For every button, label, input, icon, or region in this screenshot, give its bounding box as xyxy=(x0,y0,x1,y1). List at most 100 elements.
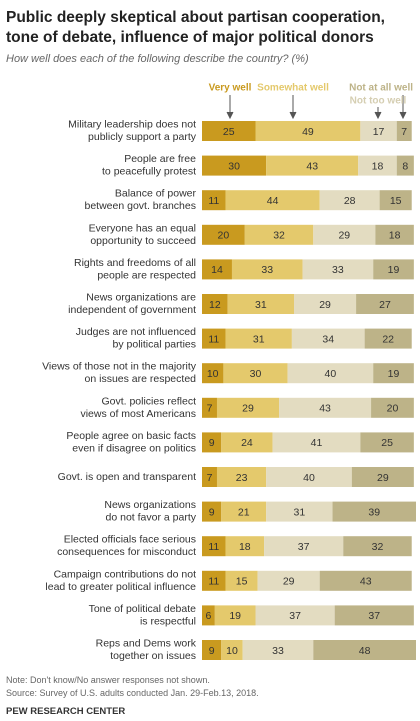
bar-segment xyxy=(202,467,217,487)
category-label: by political parties xyxy=(113,339,196,351)
value-label: 32 xyxy=(372,541,384,553)
bar-segment xyxy=(272,432,361,453)
bar-segment xyxy=(202,328,226,349)
value-label: 6 xyxy=(205,610,211,622)
bar-segment xyxy=(225,536,265,557)
category-label: on issues are respected xyxy=(85,373,197,385)
value-label: 33 xyxy=(261,264,273,276)
category-label: News organizations are xyxy=(86,292,196,304)
category-label: Tone of political debate xyxy=(89,603,197,615)
value-label: 39 xyxy=(368,506,380,518)
category-label: Rights and freedoms of all xyxy=(74,257,196,269)
value-label: 9 xyxy=(209,437,215,449)
legend-label: Somewhat well xyxy=(257,83,329,94)
value-label: 7 xyxy=(207,403,213,415)
value-label: 29 xyxy=(283,576,295,588)
bar-segment xyxy=(221,640,243,660)
bar-segment xyxy=(202,121,256,141)
bar-segment xyxy=(255,121,361,141)
value-label: 43 xyxy=(306,160,318,172)
bar-segment xyxy=(396,121,412,141)
bar-segment xyxy=(202,259,232,280)
bar-segment xyxy=(202,155,267,176)
note: Note: Don't know/No answer responses not… xyxy=(6,675,210,685)
value-label: 20 xyxy=(387,403,399,415)
value-label: 7 xyxy=(207,472,213,484)
value-label: 8 xyxy=(402,160,408,172)
category-label: Elected officials face serious xyxy=(64,534,196,546)
category-label: views of most Americans xyxy=(80,408,196,420)
value-label: 9 xyxy=(209,506,215,518)
bar-segment xyxy=(319,570,412,591)
value-label: 37 xyxy=(368,610,380,622)
bar-segment xyxy=(221,501,267,522)
bar-segment xyxy=(227,294,295,314)
bar-segment xyxy=(225,328,292,349)
category-label: Campaign contributions do not xyxy=(54,568,197,580)
bar-segment xyxy=(360,432,414,453)
bar-segment xyxy=(202,190,226,211)
category-label: People agree on basic facts xyxy=(66,430,196,442)
value-label: 27 xyxy=(379,299,391,311)
value-label: 31 xyxy=(294,506,306,518)
value-label: 48 xyxy=(359,645,371,657)
value-label: 32 xyxy=(273,230,285,242)
note: Source: Survey of U.S. adults conducted … xyxy=(6,688,259,698)
category-label: lead to greater political influence xyxy=(45,581,196,593)
bar-segment xyxy=(266,155,359,176)
category-label: publicly support a party xyxy=(88,131,197,143)
category-label: Reps and Dems work xyxy=(96,638,197,650)
bar-segment xyxy=(223,363,288,384)
value-label: 29 xyxy=(377,472,389,484)
value-label: 37 xyxy=(289,610,301,622)
bar-segment xyxy=(313,640,416,660)
value-label: 25 xyxy=(223,126,235,138)
bar-segment xyxy=(225,570,258,591)
bar-segment xyxy=(266,501,333,522)
category-label: consequences for misconduct xyxy=(57,546,196,558)
bar-segment xyxy=(334,605,414,626)
bar-segment xyxy=(373,363,414,384)
category-label: between govt. branches xyxy=(85,200,197,212)
value-label: 10 xyxy=(226,645,238,657)
value-label: 19 xyxy=(388,264,400,276)
bar-segment xyxy=(371,397,414,418)
value-label: 25 xyxy=(381,437,393,449)
value-label: 49 xyxy=(302,126,314,138)
bar-segment xyxy=(313,224,376,245)
bar-segment xyxy=(291,328,365,349)
category-label: Balance of power xyxy=(115,188,197,200)
bar-segment xyxy=(360,121,397,141)
bar-segment xyxy=(351,467,414,487)
bar-segment xyxy=(202,501,222,522)
bar-segment xyxy=(221,432,273,453)
category-label: People are free xyxy=(124,153,196,165)
category-label: Govt. policies reflect xyxy=(101,395,196,407)
value-label: 28 xyxy=(344,195,356,207)
value-label: 33 xyxy=(272,645,284,657)
category-label: opportunity to succeed xyxy=(90,235,196,247)
category-label: is respectful xyxy=(140,615,196,627)
bar-segment xyxy=(202,536,226,557)
category-label: Judges are not influenced xyxy=(76,326,196,338)
category-label: people are respected xyxy=(97,269,196,281)
value-label: 7 xyxy=(401,126,407,138)
bar-segment xyxy=(373,259,414,280)
category-label: to peacefully protest xyxy=(102,166,196,178)
bar-segment xyxy=(202,640,222,660)
value-label: 18 xyxy=(239,541,251,553)
value-label: 44 xyxy=(267,195,279,207)
value-label: 43 xyxy=(319,403,331,415)
category-label: do not favor a party xyxy=(106,512,197,524)
bar-segment xyxy=(202,570,226,591)
bar-segment xyxy=(319,190,380,211)
category-label: together on issues xyxy=(110,650,196,662)
bar-segment xyxy=(216,397,280,418)
value-label: 40 xyxy=(325,368,337,380)
bar-segment xyxy=(202,224,245,245)
bar-segment xyxy=(202,432,222,453)
value-label: 31 xyxy=(255,299,267,311)
bar-segment xyxy=(257,570,320,591)
value-label: 19 xyxy=(229,610,241,622)
value-label: 23 xyxy=(236,472,248,484)
